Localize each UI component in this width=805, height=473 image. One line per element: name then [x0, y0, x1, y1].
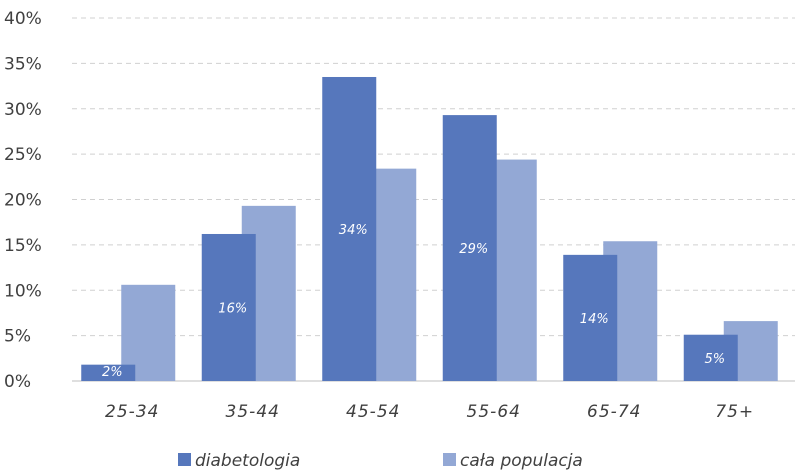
x-tick-label: 35-44	[226, 402, 280, 422]
x-tick-label: 45-54	[346, 402, 400, 422]
y-tick-label: 35%	[4, 54, 42, 74]
bars	[81, 76, 778, 382]
legend-label: cała populacja	[460, 451, 583, 471]
y-axis: 0% 5% 10% 15% 20% 25% 30% 35% 40%	[4, 9, 795, 392]
data-label: 2%	[102, 365, 123, 380]
data-label: 16%	[218, 301, 247, 316]
data-labels: 2% 16% 34% 29% 14% 5%	[102, 223, 725, 380]
x-tick-label: 65-74	[587, 402, 641, 422]
y-tick-label: 40%	[4, 9, 42, 29]
x-tick-label: 25-34	[105, 402, 159, 422]
y-tick-label: 25%	[4, 145, 42, 165]
x-tick-label: 75+	[715, 402, 754, 422]
bar-diabetologia-65-74	[563, 254, 618, 381]
x-axis: 25-34 35-44 45-54 55-64 65-74 75+	[105, 402, 754, 422]
data-label: 29%	[459, 242, 488, 257]
y-tick-label: 30%	[4, 100, 42, 120]
legend-label: diabetologia	[195, 451, 300, 471]
data-label: 5%	[704, 352, 725, 367]
y-tick-label: 10%	[4, 281, 42, 301]
data-label: 34%	[339, 223, 368, 238]
bar-diabetologia-25-34	[81, 364, 136, 381]
legend-swatch	[178, 453, 191, 466]
y-tick-label: 0%	[4, 372, 31, 392]
bar-diabetologia-35-44	[201, 233, 256, 381]
y-tick-label: 20%	[4, 191, 42, 211]
y-tick-label: 5%	[4, 327, 31, 347]
bar-diabetologia-75+	[683, 334, 738, 381]
gridlines	[72, 17, 795, 337]
legend: diabetologia cała populacja	[178, 451, 583, 471]
bar-diabetologia-55-64	[442, 115, 497, 381]
y-tick-label: 15%	[4, 236, 42, 256]
x-tick-label: 55-64	[467, 402, 521, 422]
bar-diabetologia-45-54	[322, 76, 377, 382]
legend-swatch	[443, 453, 456, 466]
data-label: 14%	[580, 312, 609, 327]
